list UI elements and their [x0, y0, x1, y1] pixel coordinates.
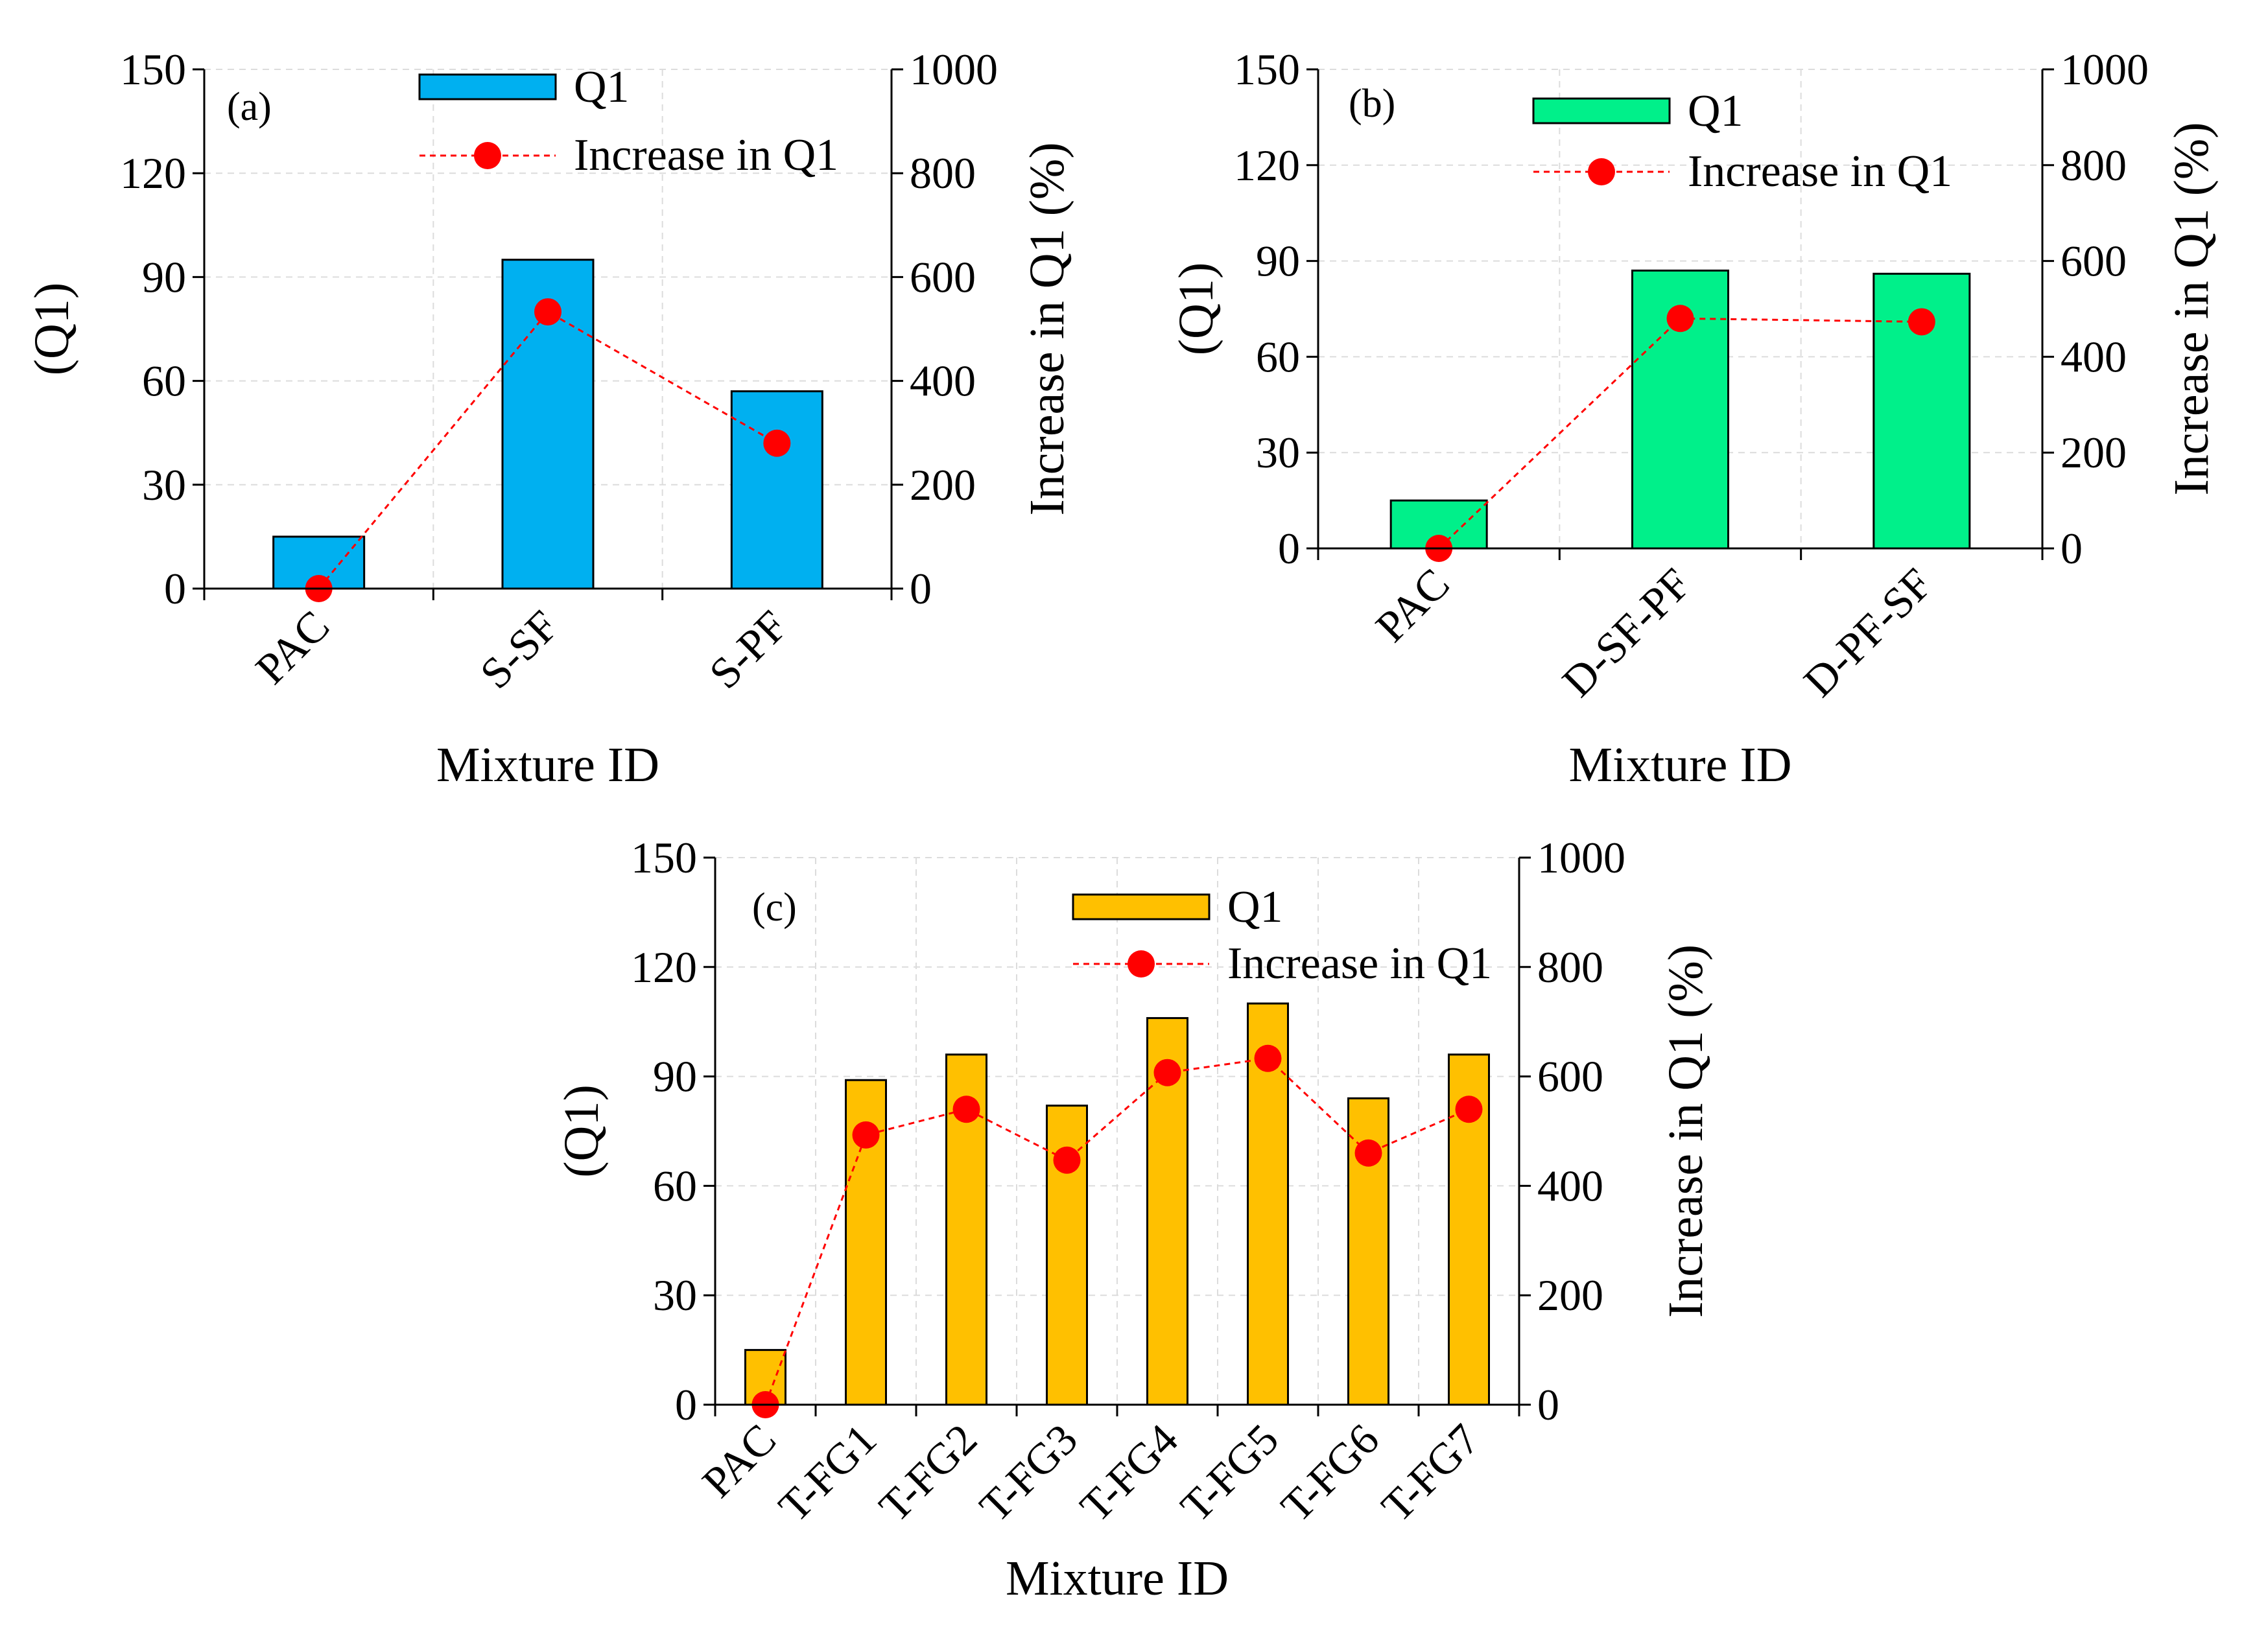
- y-tick-label-right: 800: [2061, 141, 2127, 190]
- y-tick-label-right: 200: [910, 460, 976, 510]
- y-tick-label-right: 0: [1537, 1380, 1559, 1429]
- category-label: S-SF: [471, 601, 568, 698]
- y-tick-label-left: 120: [1234, 141, 1300, 190]
- category-label: T-FG6: [1271, 1414, 1388, 1531]
- category-label: T-FG3: [970, 1414, 1087, 1531]
- y-tick-label-left: 0: [164, 564, 186, 613]
- y-tick-label-left: 30: [142, 460, 186, 510]
- y-tick-label-right: 0: [910, 564, 932, 613]
- y-axis-title-right: Increase in Q1 (%): [1020, 142, 1074, 515]
- y-tick-label-right: 600: [1537, 1052, 1603, 1101]
- category-label: T-FG1: [769, 1414, 886, 1531]
- y-tick-label-left: 120: [120, 148, 186, 198]
- category-label: D-PF-SF: [1794, 559, 1941, 706]
- y-tick-label-right: 200: [2061, 428, 2127, 477]
- legend-swatch-point: [1128, 950, 1155, 978]
- x-axis-title: Mixture ID: [1568, 738, 1791, 792]
- legend-label-bar: Q1: [1688, 86, 1743, 136]
- y-tick-label-right: 600: [2061, 237, 2127, 286]
- category-label: S-PF: [700, 601, 797, 698]
- y-tick-label-right: 400: [1537, 1161, 1603, 1210]
- y-axis-title-left: (Q1): [1169, 263, 1223, 356]
- y-tick-label-right: 1000: [2061, 45, 2149, 94]
- chart-panel-3: 030609012015002004006008001000PACT-FG1T-…: [554, 833, 1713, 1606]
- category-label: PAC: [246, 601, 338, 694]
- y-tick-label-right: 0: [2061, 524, 2083, 573]
- point-t-fg1: [852, 1121, 880, 1149]
- legend-label-bar: Q1: [1227, 882, 1283, 932]
- category-label: T-FG7: [1372, 1414, 1489, 1531]
- y-axis-title-right: Increase in Q1 (%): [2164, 122, 2219, 495]
- panel-label: (b): [1349, 82, 1395, 126]
- category-label: PAC: [1366, 559, 1459, 651]
- legend-label-line: Increase in Q1: [1227, 939, 1492, 989]
- legend-swatch-point: [1588, 158, 1615, 185]
- legend-swatch-bar: [418, 73, 557, 100]
- y-tick-label-right: 800: [910, 148, 976, 198]
- point-t-fg2: [952, 1095, 980, 1123]
- bar-s-pf: [730, 390, 823, 590]
- y-tick-label-right: 400: [2061, 332, 2127, 381]
- legend-label-line: Increase in Q1: [574, 130, 838, 180]
- point-t-fg5: [1254, 1044, 1282, 1072]
- point-t-fg6: [1354, 1139, 1382, 1167]
- y-tick-label-left: 60: [653, 1161, 697, 1210]
- y-tick-label-left: 30: [1256, 428, 1300, 477]
- legend-label-line: Increase in Q1: [1688, 146, 1952, 196]
- y-tick-label-left: 90: [1256, 237, 1300, 286]
- y-tick-label-left: 150: [631, 833, 697, 882]
- y-tick-label-right: 200: [1537, 1271, 1603, 1320]
- x-axis-title: Mixture ID: [1006, 1551, 1229, 1606]
- point-s-sf: [534, 298, 561, 326]
- y-tick-label-right: 1000: [1537, 833, 1625, 882]
- increase-line: [318, 310, 778, 589]
- y-tick-label-left: 90: [653, 1052, 697, 1101]
- y-tick-label-left: 0: [1278, 524, 1300, 573]
- chart-panel-2: 0 30 60 90 120 150 0 200 400 600 800 1000 PAC D-SF-PF…: [1169, 45, 2219, 792]
- y-axis-title-left: (Q1): [554, 1084, 609, 1178]
- y-axis-title-right: Increase in Q1 (%): [1659, 944, 1713, 1318]
- increase-line: [764, 1057, 1470, 1405]
- y-tick-label-left: 0: [675, 1380, 697, 1429]
- x-axis-title: Mixture ID: [436, 738, 659, 792]
- point-d-pf-sf: [1908, 308, 1935, 336]
- category-label: D-SF-PF: [1553, 559, 1700, 706]
- point-t-fg4: [1153, 1059, 1181, 1086]
- legend-swatch-bar: [1072, 893, 1211, 920]
- y-tick-label-left: 60: [142, 357, 186, 406]
- category-label: T-FG2: [869, 1414, 986, 1531]
- legend-swatch-point: [474, 142, 501, 169]
- y-tick-label-left: 120: [631, 943, 697, 992]
- y-tick-label-left: 150: [120, 45, 186, 94]
- point-t-fg7: [1455, 1095, 1483, 1123]
- y-tick-label-right: 600: [910, 252, 976, 301]
- y-axis-title-left: (Q1): [25, 283, 79, 376]
- point-d-sf-pf: [1666, 305, 1694, 333]
- y-tick-label-right: 400: [910, 357, 976, 406]
- y-tick-label-right: 1000: [910, 45, 998, 94]
- category-label: T-FG4: [1070, 1414, 1187, 1531]
- category-label: T-FG5: [1171, 1414, 1288, 1531]
- legend-swatch-bar: [1532, 97, 1671, 124]
- panel-label: (a): [227, 85, 272, 129]
- panel-label: (c): [752, 885, 797, 930]
- y-tick-label-right: 800: [1537, 943, 1603, 992]
- point-s-pf: [763, 429, 791, 457]
- legend-label-bar: Q1: [574, 62, 630, 112]
- point-t-fg3: [1053, 1146, 1081, 1174]
- y-tick-label-left: 30: [653, 1271, 697, 1320]
- chart-panel-1: 0 30 60 90 120 150 0 200 400 600 800 1000 PAC S-SF S-P…: [25, 45, 1074, 792]
- y-tick-label-left: 90: [142, 252, 186, 301]
- y-tick-label-left: 150: [1234, 45, 1300, 94]
- y-tick-label-left: 60: [1256, 332, 1300, 381]
